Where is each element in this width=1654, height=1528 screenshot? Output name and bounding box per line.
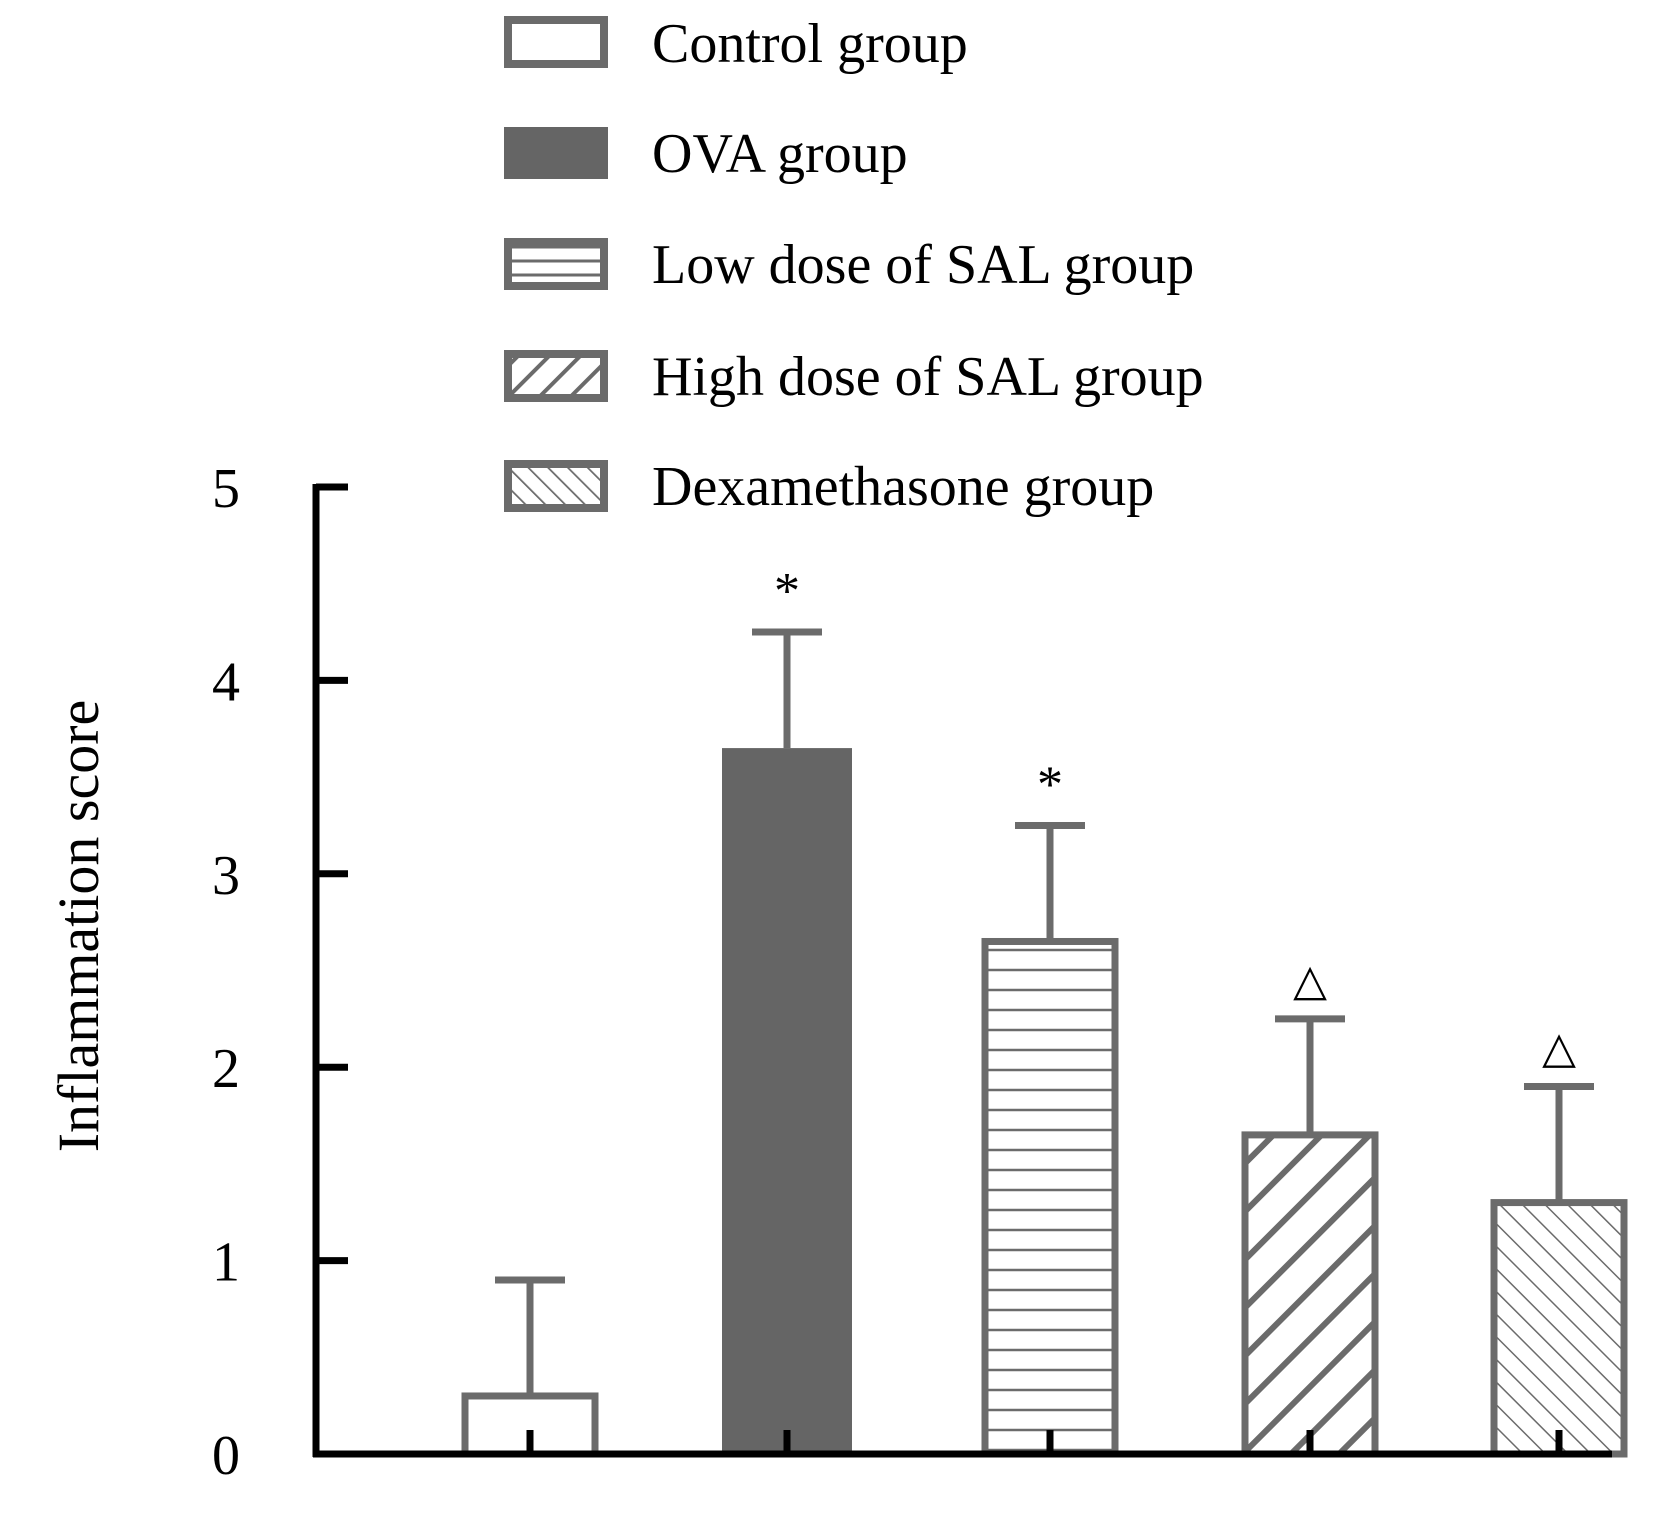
legend-item-low-sal: Low dose of SAL group	[504, 234, 1194, 296]
y-ticks: 0 1 2 3 4 5	[212, 458, 348, 1487]
y-tick-label-5: 5	[212, 458, 240, 520]
legend-item-control: Control group	[504, 13, 968, 75]
bars	[461, 748, 1628, 1458]
y-tick-label-2: 2	[212, 1038, 240, 1100]
legend-label-ova: OVA group	[652, 123, 908, 185]
y-tick-label-3: 3	[212, 845, 240, 907]
significance-marker-low-dose-of-sal-group: *	[1037, 756, 1063, 813]
legend-label-dexamethasone: Dexamethasone group	[652, 456, 1154, 518]
legend-item-ova: OVA group	[504, 123, 908, 185]
legend-swatch-dexamethasone	[504, 460, 608, 512]
bar-high-dose-of-sal-group	[1241, 1131, 1379, 1458]
legend-swatch-low-sal	[504, 238, 608, 290]
axes	[312, 484, 1612, 1458]
y-axis-label: Inflammation score	[46, 700, 111, 1153]
legend-label-control: Control group	[652, 13, 968, 75]
legend-item-high-sal: High dose of SAL group	[504, 346, 1204, 408]
y-tick-label-0: 0	[212, 1425, 240, 1487]
bar-ova-group	[722, 748, 852, 1454]
significance-markers: * * △ △	[774, 563, 1576, 1072]
legend-label-high-sal: High dose of SAL group	[652, 346, 1204, 408]
legend: Control group OVA group Low dose of SAL …	[504, 13, 1204, 518]
error-bars	[495, 628, 1594, 1396]
significance-marker-high-dose-of-sal-group: △	[1293, 956, 1327, 1005]
y-tick-label-4: 4	[212, 651, 240, 713]
legend-swatch-high-sal	[504, 350, 608, 402]
legend-item-dexamethasone: Dexamethasone group	[504, 456, 1154, 518]
legend-swatch-ova	[504, 127, 608, 179]
legend-swatch-control	[504, 16, 608, 68]
legend-label-low-sal: Low dose of SAL group	[652, 234, 1194, 296]
significance-marker-ova-group: *	[774, 563, 800, 620]
bar-low-dose-of-sal-group	[981, 937, 1119, 1458]
bar-dexamethasone-group	[1490, 1199, 1628, 1458]
y-tick-label-1: 1	[212, 1232, 240, 1294]
significance-marker-dexamethasone-group: △	[1542, 1024, 1576, 1073]
